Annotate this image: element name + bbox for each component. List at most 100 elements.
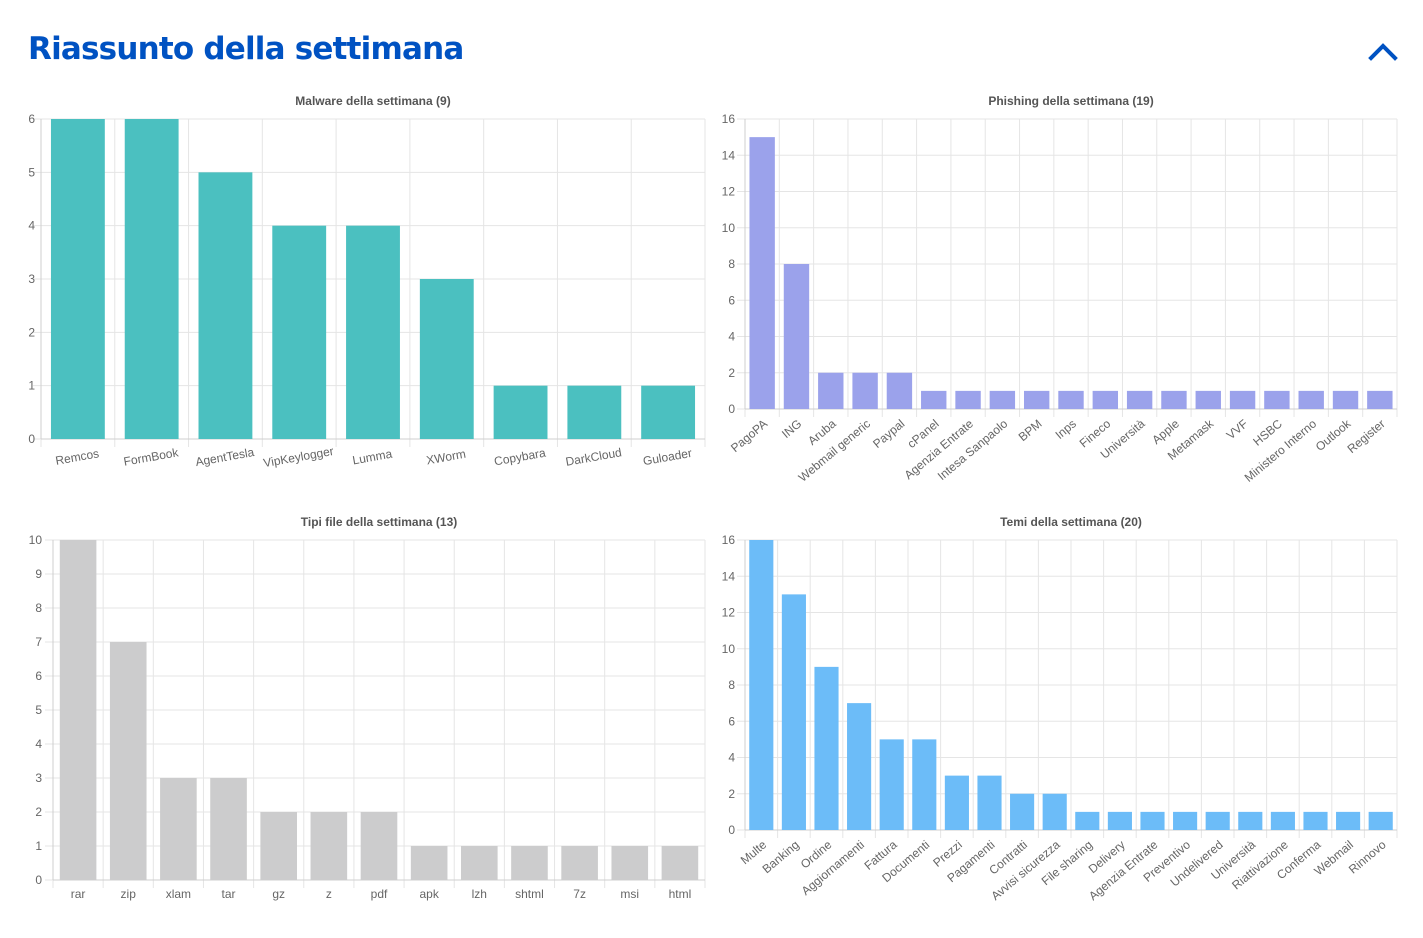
bar[interactable]: [783, 264, 810, 409]
bar[interactable]: [944, 775, 969, 830]
y-tick-label: 0: [728, 402, 735, 416]
bar[interactable]: [346, 225, 400, 439]
bar[interactable]: [818, 372, 844, 409]
x-tick-label: ING: [779, 417, 804, 441]
x-tick-label: Inps: [1053, 417, 1079, 442]
x-tick-label: Rinnovo: [1346, 837, 1389, 876]
bar[interactable]: [641, 385, 696, 439]
x-tick-label: VipKeylogger: [262, 444, 335, 470]
bar[interactable]: [1126, 390, 1153, 409]
chevron-up-icon: [1368, 43, 1398, 61]
bar[interactable]: [1107, 811, 1132, 830]
collapse-button[interactable]: [1366, 34, 1400, 68]
file-types-chart: Tipi file della settimana (13) 0 1 2 3 4 5 6 7 8 9…: [0, 509, 711, 919]
bar[interactable]: [661, 846, 699, 880]
bar[interactable]: [198, 172, 253, 439]
bar[interactable]: [749, 540, 774, 830]
bar[interactable]: [1161, 390, 1187, 409]
bar[interactable]: [1368, 811, 1393, 830]
bar[interactable]: [847, 703, 872, 830]
bar[interactable]: [1042, 793, 1067, 830]
bar[interactable]: [260, 812, 297, 880]
y-tick-label: 3: [35, 771, 42, 785]
bar[interactable]: [1140, 811, 1165, 830]
bar[interactable]: [109, 642, 147, 880]
chart-svg: Malware della settimana (9) 0 1 2 3 4 5 6 Remcos…: [28, 94, 706, 470]
y-tick-label: 6: [35, 669, 42, 683]
x-tick-label: lzh: [472, 887, 487, 901]
y-tick-label: 9: [35, 567, 42, 581]
x-tick-label: msi: [620, 887, 639, 901]
x-tick-label: Lumma: [351, 447, 393, 468]
bar[interactable]: [561, 846, 598, 880]
bar[interactable]: [977, 775, 1002, 830]
y-tick-label: 0: [728, 823, 735, 837]
y-tick-label: 8: [35, 601, 42, 615]
bar[interactable]: [1173, 811, 1198, 830]
y-tick-label: 4: [35, 737, 42, 751]
bar[interactable]: [749, 137, 775, 409]
x-tick-label: z: [326, 887, 332, 901]
bar[interactable]: [1238, 811, 1263, 830]
bar[interactable]: [1058, 390, 1084, 409]
bar[interactable]: [210, 778, 247, 880]
bar[interactable]: [1023, 390, 1050, 409]
bar[interactable]: [611, 846, 649, 880]
bar[interactable]: [989, 390, 1016, 409]
bar[interactable]: [781, 594, 806, 830]
bar[interactable]: [886, 372, 913, 409]
bar[interactable]: [124, 119, 179, 439]
chart-svg: Phishing della settimana (19) 0 2 4 6 8 10 12 14…: [722, 94, 1398, 485]
chart-svg: Temi della settimana (20)0246810121416Mu…: [722, 515, 1398, 903]
bar[interactable]: [1010, 793, 1035, 830]
bar[interactable]: [1303, 811, 1328, 830]
x-tick-label: BPM: [1016, 417, 1045, 444]
bar[interactable]: [852, 372, 878, 409]
bar[interactable]: [912, 739, 937, 830]
x-tick-label: Remcos: [54, 446, 100, 467]
bar[interactable]: [160, 778, 197, 880]
bar[interactable]: [1332, 390, 1359, 409]
x-tick-label: Register: [1345, 417, 1388, 456]
bar[interactable]: [814, 666, 839, 830]
x-tick-label: tar: [222, 887, 236, 901]
bar[interactable]: [50, 119, 105, 439]
bar[interactable]: [955, 390, 981, 409]
bar[interactable]: [1092, 390, 1119, 409]
x-tick-label: rar: [71, 887, 86, 901]
bar[interactable]: [1336, 811, 1361, 830]
bar[interactable]: [567, 385, 622, 439]
bar[interactable]: [410, 846, 448, 880]
malware-chart: Malware della settimana (9) 0 1 2 3 4 5 6 Remcos…: [0, 88, 711, 490]
bar[interactable]: [879, 739, 904, 830]
x-tick-label: PagoPA: [728, 417, 770, 455]
bar[interactable]: [1298, 390, 1324, 409]
bar[interactable]: [272, 225, 327, 439]
x-tick-label: Guloader: [642, 446, 693, 468]
y-tick-label: 12: [722, 185, 736, 199]
y-tick-label: 4: [728, 330, 735, 344]
bar[interactable]: [511, 846, 548, 880]
x-tick-label: shtml: [515, 887, 544, 901]
bar[interactable]: [1075, 811, 1100, 830]
chart-title: Temi della settimana (20): [1000, 515, 1142, 529]
y-tick-label: 4: [728, 751, 735, 765]
x-tick-label: FormBook: [122, 445, 180, 469]
bar[interactable]: [1205, 811, 1230, 830]
bar[interactable]: [1270, 811, 1295, 830]
bar[interactable]: [921, 390, 947, 409]
bar[interactable]: [1367, 390, 1393, 409]
bar[interactable]: [360, 812, 398, 880]
bar[interactable]: [1195, 390, 1221, 409]
bar[interactable]: [59, 540, 97, 880]
y-tick-label: 2: [28, 325, 35, 339]
bar[interactable]: [493, 385, 548, 439]
chart-title: Phishing della settimana (19): [988, 94, 1153, 108]
bar[interactable]: [1264, 390, 1290, 409]
bar[interactable]: [461, 846, 498, 880]
bar[interactable]: [419, 279, 474, 439]
y-tick-label: 16: [722, 533, 736, 547]
bar[interactable]: [310, 812, 348, 880]
bar[interactable]: [1229, 390, 1256, 409]
x-tick-label: gz: [272, 887, 285, 901]
